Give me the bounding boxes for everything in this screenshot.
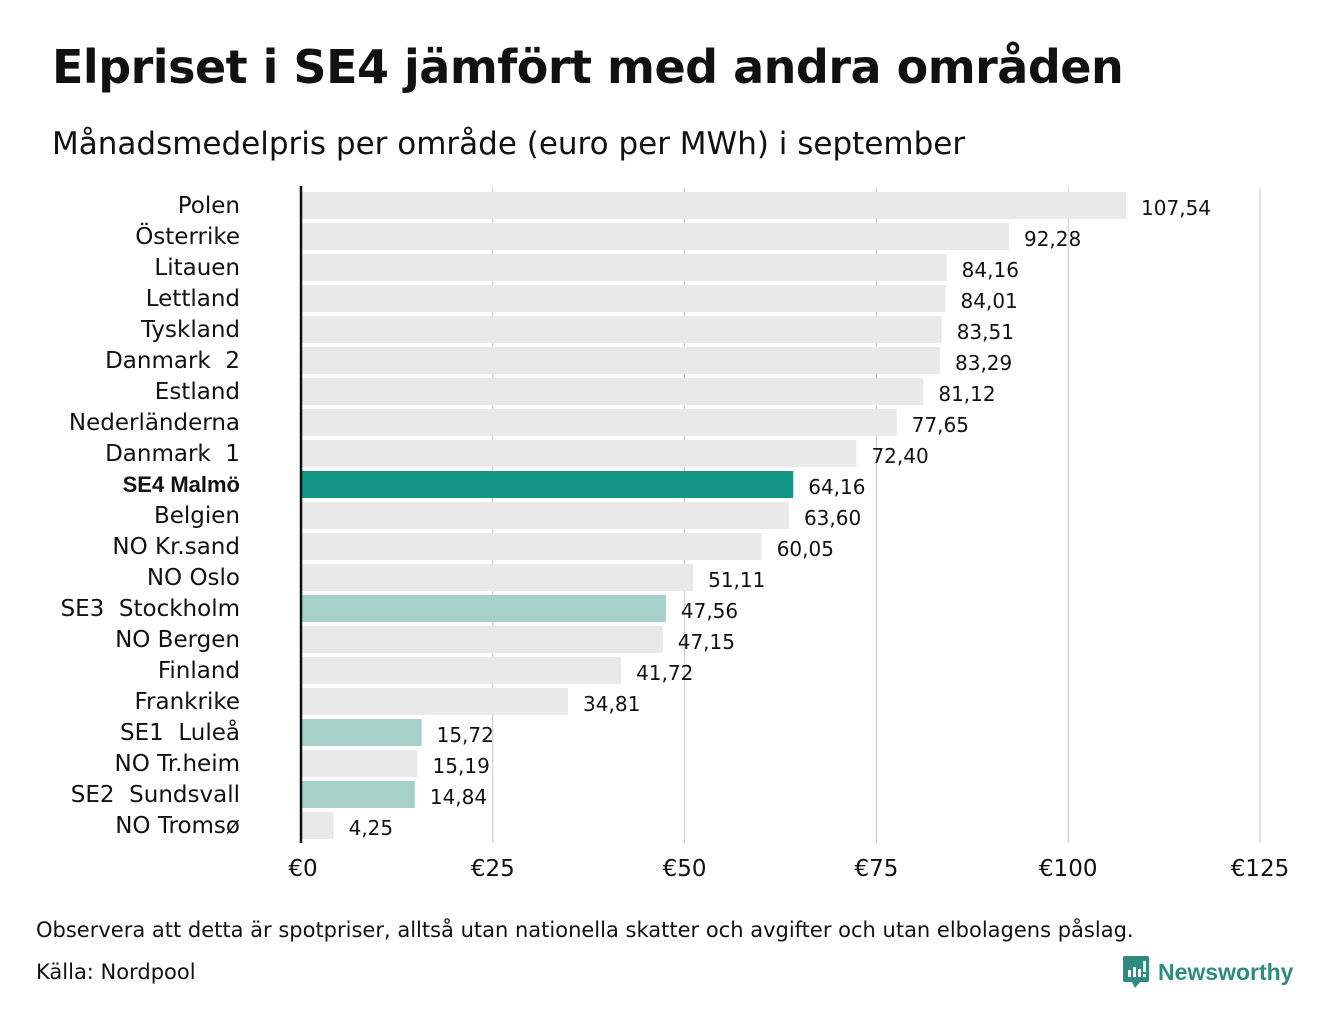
category-label: SE2 Sundsvall xyxy=(71,782,240,808)
bar xyxy=(301,471,794,498)
category-label: Belgien xyxy=(154,503,240,529)
bar xyxy=(301,316,942,343)
bar xyxy=(301,533,762,560)
bar xyxy=(301,812,334,839)
category-label: Österrike xyxy=(135,222,240,250)
value-label: 4,25 xyxy=(349,816,394,840)
source-note: Källa: Nordpool xyxy=(36,960,196,984)
value-label: 72,40 xyxy=(871,444,928,468)
bar xyxy=(301,440,857,467)
category-label: NO Kr.sand xyxy=(112,534,240,560)
value-label: 64,16 xyxy=(808,475,865,499)
category-label: Nederländerna xyxy=(69,410,240,436)
bar xyxy=(301,781,415,808)
bar xyxy=(301,626,663,653)
x-tick-label: €75 xyxy=(854,856,898,882)
value-label: 83,51 xyxy=(957,320,1014,344)
bar xyxy=(301,719,422,746)
newsworthy-logo-icon xyxy=(1123,956,1149,988)
category-label: Danmark 1 xyxy=(105,441,240,467)
x-tick-label: €50 xyxy=(663,856,707,882)
category-label: Estland xyxy=(155,379,240,405)
value-label: 81,12 xyxy=(938,382,995,406)
value-label: 107,54 xyxy=(1141,196,1211,220)
bar xyxy=(301,564,694,591)
bar xyxy=(301,223,1009,250)
value-label: 77,65 xyxy=(912,413,969,437)
bar xyxy=(301,254,947,281)
value-label: 83,29 xyxy=(955,351,1012,375)
value-label: 92,28 xyxy=(1024,227,1081,251)
value-label: 84,16 xyxy=(962,258,1019,282)
category-label: Tyskland xyxy=(140,317,240,343)
category-label: Litauen xyxy=(154,255,240,281)
category-label: NO Bergen xyxy=(115,627,240,653)
category-label: SE4 Malmö xyxy=(123,472,240,497)
bar xyxy=(301,378,924,405)
x-tick-label: €0 xyxy=(288,856,317,882)
category-label: SE1 Luleå xyxy=(120,718,240,746)
category-label: Danmark 2 xyxy=(105,348,240,374)
bar xyxy=(301,688,569,715)
bar xyxy=(301,595,666,622)
value-label: 15,19 xyxy=(433,754,490,778)
value-label: 63,60 xyxy=(804,506,861,530)
category-label: SE3 Stockholm xyxy=(61,596,241,622)
value-label: 84,01 xyxy=(961,289,1018,313)
category-label: Polen xyxy=(178,193,240,219)
newsworthy-logo: Newsworthy xyxy=(1122,955,1293,989)
category-label: NO Oslo xyxy=(147,565,240,591)
category-label: NO Tromsø xyxy=(115,813,240,839)
footnote: Observera att detta är spotpriser, allts… xyxy=(36,918,1134,942)
bar xyxy=(301,347,941,374)
value-label: 47,56 xyxy=(681,599,738,623)
bar xyxy=(301,502,789,529)
category-label: Finland xyxy=(158,658,240,684)
value-label: 34,81 xyxy=(583,692,640,716)
value-label: 14,84 xyxy=(430,785,487,809)
bar xyxy=(301,750,418,777)
brand-name: Newsworthy xyxy=(1158,958,1294,985)
chart-title: Elpriset i SE4 jämfört med andra områden xyxy=(52,40,1124,94)
bar xyxy=(301,409,897,436)
value-label: 60,05 xyxy=(777,537,834,561)
chart-subtitle: Månadsmedelpris per område (euro per MWh… xyxy=(52,126,966,162)
bar xyxy=(301,657,622,684)
bar xyxy=(301,192,1127,219)
x-tick-label: €125 xyxy=(1231,856,1290,882)
x-tick-label: €25 xyxy=(471,856,515,882)
value-label: 51,11 xyxy=(708,568,765,592)
value-label: 15,72 xyxy=(437,723,494,747)
bar xyxy=(301,285,946,312)
category-label: Lettland xyxy=(146,286,240,312)
category-label: Frankrike xyxy=(135,689,241,715)
x-tick-label: €100 xyxy=(1039,856,1098,882)
bar-chart: €0 €25 €50 €75 €100 €125 Polen 107,54 Österrike 9… xyxy=(61,186,1290,882)
value-label: 47,15 xyxy=(678,630,735,654)
category-label: NO Tr.heim xyxy=(115,751,240,777)
value-label: 41,72 xyxy=(636,661,693,685)
